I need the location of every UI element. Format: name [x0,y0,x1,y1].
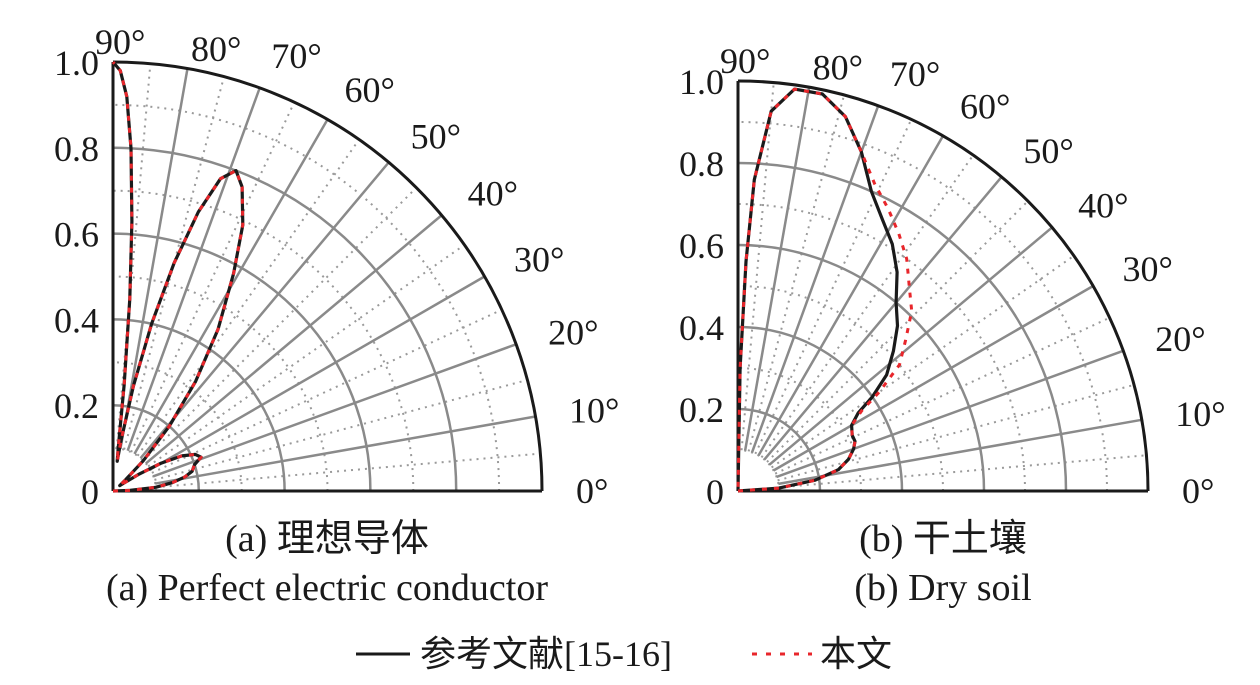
major-grid-arc [112,232,372,492]
radial-tick-label: 0.8 [54,129,99,169]
minor-grid-spoke [777,383,1135,482]
series-this-paper-line [111,61,245,493]
angle-tick-label: 0° [1182,471,1214,511]
major-grid-spoke [763,176,1003,461]
minor-grid-arc [737,449,780,492]
angle-tick-label: 60° [960,86,1010,126]
major-grid-spoke [743,87,811,451]
major-grid-arc [737,407,822,492]
minor-grid-spoke [142,186,418,462]
radial-tick-label: 1.0 [679,62,724,102]
major-grid-spoke [149,275,486,471]
major-grid-arc [112,403,201,492]
angle-tick-label: 0° [576,471,608,511]
caption-b-en: (b) Dry soil [854,567,1031,609]
angle-tick-label: 90° [95,22,145,62]
angle-tick-label: 20° [1155,319,1205,359]
radial-tick-label: 1.0 [54,43,99,83]
legend-label-this-paper: 本文 [820,634,892,674]
polar-chart-b: 0 0.2 0.4 0.6 0.8 1.0 0° 10° 20° 30° 40°50° 60° 70° 8… [679,41,1226,512]
major-grid-spoke [126,87,261,452]
legend-label-reference: 参考文献[15-16] [420,634,672,674]
radial-tick-label: 0.4 [54,300,99,340]
minor-grid-arc [112,447,157,492]
major-grid-spoke [152,343,517,478]
angle-tick-label: 40° [1078,186,1128,226]
major-grid-spoke [145,214,443,465]
minor-grid-spoke [151,308,503,474]
major-grid-spoke [768,226,1053,466]
minor-grid-spoke [115,63,152,449]
caption-a-cn: (a) 理想导体 [225,518,429,560]
radial-tick-label: 0 [706,472,724,512]
caption-a-en: (a) Perfect electric conductor [106,567,548,609]
major-grid-spoke [776,349,1124,479]
angle-tick-label: 40° [468,173,518,213]
legend: 参考文献[15-16] 本文 [356,634,892,674]
radial-tick-label: 0 [81,472,99,512]
angle-tick-label: 70° [890,54,940,94]
major-grid-spoke [139,161,390,459]
minor-grid-spoke [136,139,360,457]
major-grid-spoke [778,418,1142,486]
angle-tick-label: 10° [569,391,619,431]
minor-grid-spoke [147,244,465,468]
minor-grid-spoke [154,379,528,481]
outer-arc [737,79,1150,492]
angle-tick-label: 20° [548,313,598,353]
angle-tick-label: 80° [813,48,863,88]
major-grid-spoke [750,105,880,453]
radial-tick-label: 0.6 [679,226,724,266]
angle-tick-label: 60° [345,70,395,110]
major-grid-arc [737,161,1068,492]
major-grid-spoke [772,284,1094,472]
major-grid-arc [112,146,458,492]
major-grid-arc [737,325,904,492]
radial-tick-label: 0.2 [679,390,724,430]
angle-tick-label: 50° [411,116,461,156]
angle-tick-label: 30° [514,240,564,280]
angle-tick-label: 50° [1023,131,1073,171]
radial-tick-label: 0.4 [679,308,724,348]
minor-grid-arc [112,275,329,492]
radial-tick-label: 0.6 [54,215,99,255]
minor-grid-spoke [123,76,225,450]
major-grid-spoke [757,135,945,457]
angle-tick-label: 30° [1123,249,1173,289]
radial-tick-label: 0.8 [679,144,724,184]
caption-b-cn: (b) 干土壤 [859,518,1027,560]
minor-grid-spoke [760,154,974,458]
radial-tick-label: 0.2 [54,386,99,426]
polar-chart-a: 0 0.2 0.4 0.6 0.8 1.0 0° 10° 20° 30° 40°50° 60° 70° 8… [54,22,619,512]
major-grid-spoke [155,415,536,485]
minor-grid-spoke [130,101,296,453]
angle-tick-label: 70° [271,36,321,76]
angle-tick-label: 90° [720,41,770,81]
angle-tick-label: 10° [1175,394,1225,434]
angle-tick-label: 80° [191,29,241,69]
minor-grid-spoke [771,255,1075,469]
series-this-paper-line [736,87,914,493]
minor-grid-spoke [155,452,541,489]
outer-arc [112,60,544,492]
major-grid-spoke [119,68,189,449]
